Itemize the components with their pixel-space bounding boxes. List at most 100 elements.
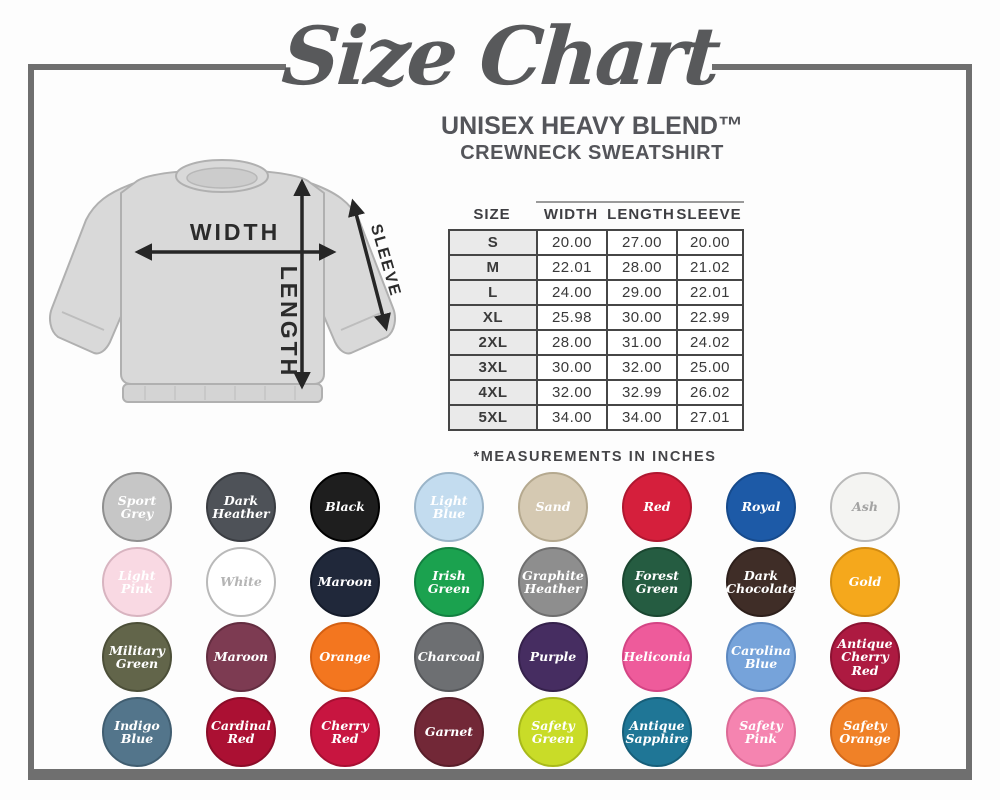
color-name: Maroon [213,649,269,665]
length-cell: 32.00 [606,354,678,381]
frame-border-bottom [28,769,972,780]
color-name: Dark Chocolate [726,567,796,596]
collar-inner [186,167,258,189]
width-cell: 20.00 [536,229,608,256]
length-cell: 28.00 [606,254,678,281]
color-name: Indigo Blue [114,717,160,746]
table-row: 5XL 34.00 34.00 27.01 [448,404,744,431]
color-name: Gold [848,574,882,590]
measurement-note: *MEASUREMENTS IN INCHES [473,449,717,465]
size-cell: XL [448,304,538,331]
color-name: Cardinal Red [210,717,272,746]
length-cell: 30.00 [606,304,678,331]
table-row: S 20.00 27.00 20.00 [448,229,744,256]
color-swatch: Black [310,472,380,542]
color-name: Sand [535,499,571,515]
col-header-width: WIDTH [543,206,599,223]
col-header-sleeve: SLEEVE [676,206,742,223]
color-swatch: Purple [518,622,588,692]
color-swatch: Safety Green [518,697,588,767]
color-swatch: Charcoal [414,622,484,692]
table-row: 2XL 28.00 31.00 24.02 [448,329,744,356]
sweatshirt-hem [122,383,323,403]
sleeve-cell: 21.02 [676,254,744,281]
color-swatch: Garnet [414,697,484,767]
color-name: Maroon [317,574,373,590]
color-swatch: Gold [830,547,900,617]
length-cell: 32.99 [606,379,678,406]
color-swatch: Sport Grey [102,472,172,542]
length-cell: 29.00 [606,279,678,306]
color-swatch: Indigo Blue [102,697,172,767]
page-title: Size Chart [279,9,721,103]
color-name: Irish Green [427,567,471,596]
frame-border-left [28,64,34,780]
color-name: Sport Grey [117,492,157,521]
sleeve-cell: 20.00 [676,229,744,256]
color-name: Forest Green [635,567,679,596]
length-cell: 31.00 [606,329,678,356]
color-name: Garnet [424,724,474,740]
color-swatch: Ash [830,472,900,542]
left-cuff-seam [61,311,105,331]
color-name: Orange [319,649,371,665]
color-swatch: Orange [310,622,380,692]
color-name: Graphite Heather [522,567,584,596]
sweatshirt-measurement-diagram: WIDTH LENGTH SLEEVE [49,159,404,403]
sleeve-cell: 22.01 [676,279,744,306]
color-swatch-grid: Sport Grey Dark Heather Black Light Blue… [102,472,900,767]
color-name: Ash [852,499,878,515]
color-name: Purple [529,649,577,665]
frame-border-right [966,64,972,780]
sleeve-cell: 27.01 [676,404,744,431]
color-swatch: Red [622,472,692,542]
width-cell: 34.00 [536,404,608,431]
width-cell: 32.00 [536,379,608,406]
color-swatch: Antique Sapphire [622,697,692,767]
width-cell: 24.00 [536,279,608,306]
color-name: Heliconia [623,649,691,665]
color-swatch: Maroon [206,622,276,692]
color-name: Safety Pink [739,717,783,746]
table-row: M 22.01 28.00 21.02 [448,254,744,281]
color-swatch: Military Green [102,622,172,692]
color-swatch: Dark Chocolate [726,547,796,617]
col-header-size: SIZE [473,206,511,223]
color-swatch: Safety Pink [726,697,796,767]
product-type-title: CREWNECK SWEATSHIRT [460,142,724,164]
width-label: WIDTH [190,219,280,245]
color-name: White [220,574,262,590]
size-cell: L [448,279,538,306]
table-top-rule [536,201,744,203]
width-cell: 28.00 [536,329,608,356]
sleeve-cell: 22.99 [676,304,744,331]
size-cell: 2XL [448,329,538,356]
size-table-header: SIZE WIDTH LENGTH SLEEVE [448,206,742,223]
size-table: S 20.00 27.00 20.00 M 22.01 28.00 21.02 … [448,229,744,431]
color-swatch: Heliconia [622,622,692,692]
color-swatch: Cherry Red [310,697,380,767]
color-swatch: Sand [518,472,588,542]
width-cell: 30.00 [536,354,608,381]
color-swatch: Carolina Blue [726,622,796,692]
table-row: 3XL 30.00 32.00 25.00 [448,354,744,381]
table-row: L 24.00 29.00 22.01 [448,279,744,306]
color-swatch: Graphite Heather [518,547,588,617]
width-cell: 25.98 [536,304,608,331]
size-cell: 5XL [448,404,538,431]
color-swatch: Maroon [310,547,380,617]
color-name: Black [325,499,365,515]
color-swatch: Cardinal Red [206,697,276,767]
color-name: Antique Cherry Red [837,636,893,678]
sleeve-arrow [348,198,391,332]
size-cell: 4XL [448,379,538,406]
color-swatch: Safety Orange [830,697,900,767]
sleeve-cell: 25.00 [676,354,744,381]
color-name: Safety Orange [839,717,891,746]
length-label: LENGTH [276,266,302,379]
frame-border-top-left [28,64,286,70]
sleeve-cell: 24.02 [676,329,744,356]
hem-ribbing [144,386,296,400]
color-name: Cherry Red [321,717,369,746]
length-cell: 34.00 [606,404,678,431]
